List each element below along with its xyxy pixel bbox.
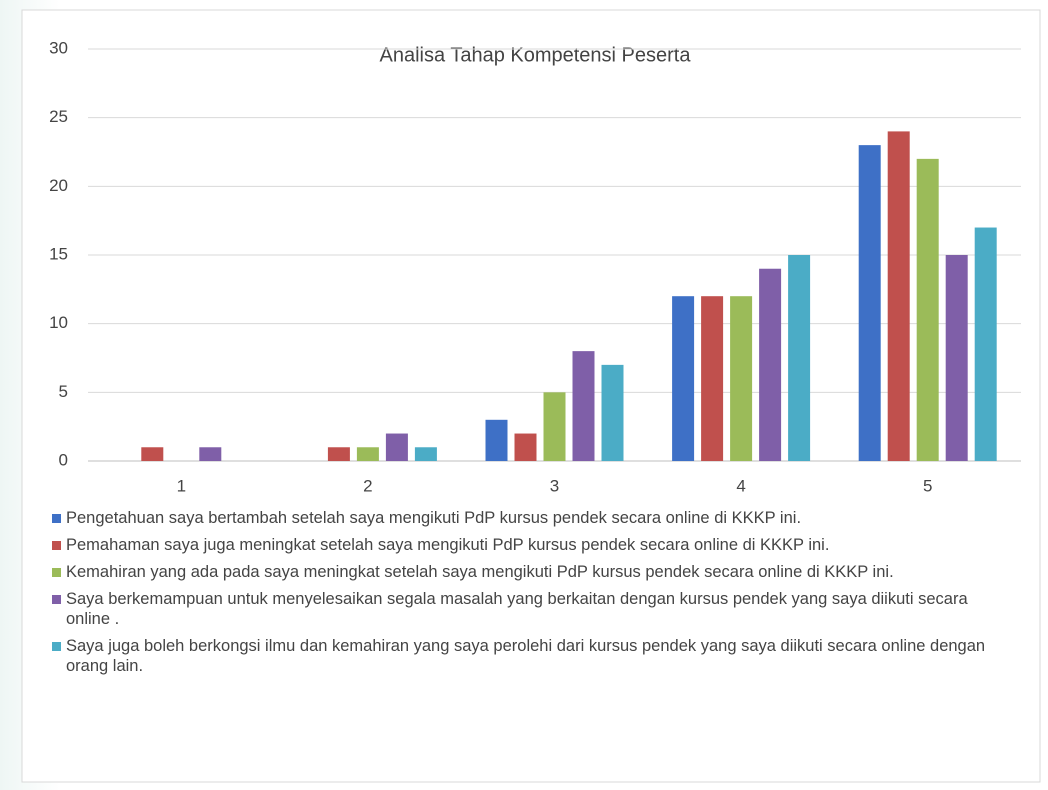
bar (199, 447, 222, 461)
y-tick-label: 15 (49, 244, 68, 263)
chart-title: Analisa Tahap Kompetensi Peserta (380, 44, 692, 66)
legend: Pengetahuan saya bertambah setelah saya … (52, 508, 1002, 683)
bar (916, 158, 939, 461)
bar (543, 392, 566, 461)
bar (356, 447, 379, 461)
bar (601, 364, 624, 461)
bar (788, 255, 811, 461)
legend-entry: Saya juga boleh berkongsi ilmu dan kemah… (52, 636, 1002, 676)
bar (327, 447, 350, 461)
legend-label: Saya berkemampuan untuk menyelesaikan se… (66, 590, 968, 628)
bar (672, 296, 695, 461)
x-tick-label: 5 (923, 476, 932, 495)
bar (572, 351, 595, 461)
x-tick-label: 3 (550, 476, 559, 495)
x-tick-label: 1 (177, 476, 186, 495)
legend-label: Kemahiran yang ada pada saya meningkat s… (66, 563, 894, 581)
bar (730, 296, 753, 461)
legend-swatch (52, 595, 61, 604)
x-tick-label: 4 (736, 476, 745, 495)
y-tick-label: 5 (59, 382, 68, 401)
y-tick-label: 20 (49, 176, 68, 195)
bar (759, 268, 782, 461)
bar (887, 131, 910, 461)
legend-entry: Pengetahuan saya bertambah setelah saya … (52, 508, 1002, 528)
bar (858, 145, 881, 461)
bar (945, 255, 968, 461)
bar (514, 433, 537, 461)
legend-entry: Saya berkemampuan untuk menyelesaikan se… (52, 589, 1002, 629)
y-tick-label: 10 (49, 313, 68, 332)
legend-label: Saya juga boleh berkongsi ilmu dan kemah… (66, 637, 986, 675)
bar (141, 447, 164, 461)
y-tick-label: 0 (59, 450, 68, 469)
legend-entry: Pemahaman saya juga meningkat setelah sa… (52, 535, 1002, 555)
y-tick-label: 25 (49, 107, 68, 126)
legend-label: Pemahaman saya juga meningkat setelah sa… (66, 536, 830, 554)
legend-label: Pengetahuan saya bertambah setelah saya … (66, 509, 802, 527)
bar (485, 419, 508, 461)
legend-swatch (52, 541, 61, 550)
legend-swatch (52, 642, 61, 651)
legend-entry: Kemahiran yang ada pada saya meningkat s… (52, 562, 1002, 582)
legend-swatch (52, 514, 61, 523)
y-tick-label: 30 (49, 38, 68, 57)
legend-swatch (52, 568, 61, 577)
x-tick-label: 2 (363, 476, 372, 495)
bar (414, 447, 437, 461)
bar (701, 296, 724, 461)
bar (385, 433, 408, 461)
bar (974, 227, 997, 461)
